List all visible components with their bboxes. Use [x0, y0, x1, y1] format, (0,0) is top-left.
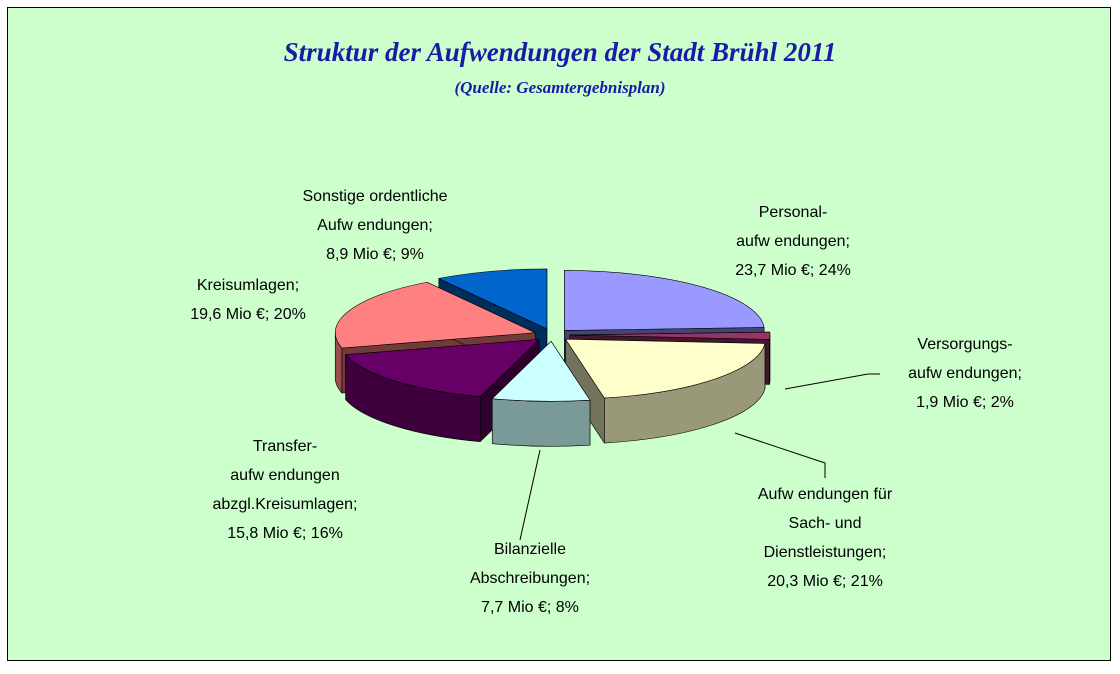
- slice: [565, 338, 766, 444]
- data-label-value: 23,7 Mio €; 24%: [735, 262, 851, 279]
- data-label: Kreisumlagen;: [197, 277, 299, 294]
- data-label-value: 8,9 Mio €; 9%: [326, 246, 424, 263]
- slice: [491, 340, 591, 447]
- data-label-value: 15,8 Mio €; 16%: [227, 525, 343, 542]
- data-label-value: 20,3 Mio €; 21%: [767, 573, 883, 590]
- slice-top: [569, 331, 771, 340]
- data-label-value: 1,9 Mio €; 2%: [916, 394, 1014, 411]
- leader-line: [519, 449, 541, 541]
- slice-top: [565, 338, 766, 399]
- data-label: aufw endungen;: [736, 233, 850, 250]
- data-label: Dienstleistungen;: [764, 544, 887, 561]
- slice-top: [334, 281, 536, 349]
- data-label: Bilanzielle: [494, 541, 566, 558]
- slice-top: [491, 340, 591, 402]
- chart-title: Struktur der Aufwendungen der Stadt Brüh…: [284, 37, 837, 67]
- leader-line: [784, 373, 880, 390]
- leader-lines: [519, 373, 880, 541]
- data-label: aufw endungen;: [908, 365, 1022, 382]
- data-label: Aufw endungen;: [317, 217, 433, 234]
- data-label: Sonstige ordentliche: [303, 188, 448, 205]
- data-label: Personal-: [759, 204, 827, 221]
- pie: [334, 268, 771, 447]
- slice-side: [769, 334, 771, 385]
- data-label: Aufw endungen für: [758, 486, 893, 503]
- slice-side: [491, 398, 591, 447]
- slice: [345, 339, 540, 443]
- data-label-value: 7,7 Mio €; 8%: [481, 599, 579, 616]
- slice-top: [345, 339, 540, 398]
- data-label: aufw endungen: [230, 467, 339, 484]
- data-label: Abschreibungen;: [470, 570, 590, 587]
- data-label: Transfer-: [253, 438, 317, 455]
- data-label: Versorgungs-: [917, 336, 1012, 353]
- data-label-value: 19,6 Mio €; 20%: [190, 306, 306, 323]
- slice-top: [564, 270, 765, 331]
- data-label: Sach- und: [789, 515, 862, 532]
- chart-area: [7, 7, 1111, 661]
- slice-top: [438, 268, 548, 330]
- leader-line: [734, 432, 826, 478]
- chart-subtitle: (Quelle: Gesamtergebnisplan): [454, 78, 665, 97]
- data-label: abzgl.Kreisumlagen;: [213, 496, 358, 513]
